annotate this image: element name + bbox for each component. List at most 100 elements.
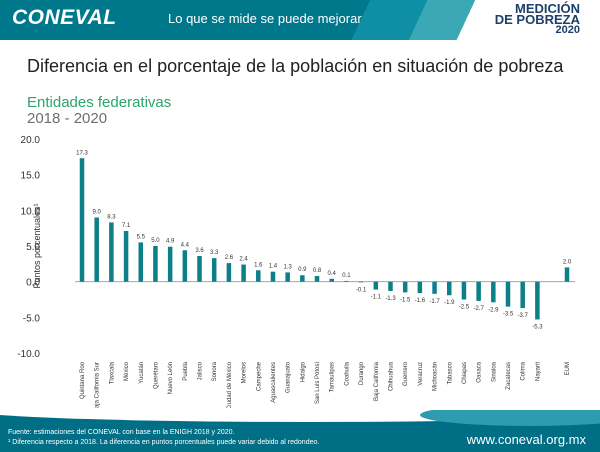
x-tick-label: Morelos: [242, 362, 248, 383]
data-label: 2.0: [563, 259, 572, 265]
data-label: 2.6: [225, 255, 234, 261]
y-axis-title: Puntos porcentuales¹: [32, 203, 42, 288]
data-label: 1.4: [269, 264, 278, 270]
x-tick-label: Sonora: [212, 361, 218, 381]
bar: [138, 242, 144, 282]
bar: [109, 222, 114, 282]
badge-line-2: DE POBREZA: [494, 12, 580, 27]
data-label: 1.3: [283, 264, 292, 270]
bar: [505, 281, 511, 307]
bar: [373, 281, 379, 290]
data-label: 4.4: [181, 242, 190, 248]
bar: [564, 267, 570, 282]
data-label: -1.7: [429, 299, 440, 305]
chart-subtitle: Entidades federativas: [27, 94, 172, 111]
bar: [329, 278, 334, 282]
x-tick-label: Querétaro: [153, 361, 159, 389]
x-tick-label: Michoacán: [433, 362, 439, 391]
bar: [432, 281, 437, 294]
bar: [476, 281, 481, 301]
data-label: -1.1: [371, 295, 382, 301]
x-tick-label: Tlaxcala: [109, 361, 115, 384]
footer-banner: Fuente: estimaciones del CONEVAL con bas…: [0, 410, 600, 452]
chart-period: 2018 - 2020: [27, 110, 108, 127]
bar: [79, 158, 85, 282]
x-tick-label: Guerrero: [403, 361, 409, 386]
chart-title: Diferencia en el porcentaje de la poblac…: [27, 56, 564, 76]
bar: [388, 281, 393, 291]
x-tick-label: Chihuahua: [388, 361, 394, 391]
x-tick-label: Durango: [359, 361, 365, 385]
x-tick-label: Ciudad de México: [227, 361, 233, 408]
bar: [358, 281, 364, 283]
data-label: 5.5: [137, 234, 146, 240]
x-tick-label: Zacatecas: [506, 362, 512, 390]
bar: [344, 280, 349, 282]
data-label: 0.1: [342, 273, 351, 279]
data-label: -1.6: [415, 298, 426, 304]
x-tick-label: Tabasco: [447, 361, 453, 384]
data-label: 1.6: [254, 262, 263, 268]
bar: [520, 281, 525, 309]
bar: [417, 281, 423, 294]
x-tick-label: Veracruz: [418, 362, 424, 386]
bar: [402, 281, 408, 293]
bar: [461, 281, 467, 300]
x-tick-label: Guanajuato: [286, 361, 292, 393]
x-tick-label: EUM: [565, 362, 571, 375]
coneval-logo[interactable]: CONEVAL: [12, 6, 117, 29]
bar: [182, 250, 188, 282]
x-tick-label: Tamaulipas: [330, 362, 336, 392]
x-tick-label: Baja California Sur: [95, 362, 101, 408]
x-tick-label: Baja California: [374, 361, 380, 401]
data-label: 2.4: [239, 257, 248, 263]
x-tick-label: Quintana Roo: [80, 361, 86, 399]
medicion-pobreza-badge: MEDICIÓN DE POBREZA 2020: [494, 1, 580, 36]
x-tick-label: Sinaloa: [491, 361, 497, 382]
x-tick-label: Nayarit: [535, 362, 541, 381]
y-tick-label: -10.0: [17, 349, 40, 360]
data-label: 17.3: [76, 150, 88, 156]
data-label: -3.7: [518, 313, 529, 319]
data-label: 3.3: [210, 250, 219, 256]
y-tick-label: -5.0: [23, 313, 41, 324]
footer-notes: Fuente: estimaciones del CONEVAL con bas…: [8, 428, 319, 448]
bar: [285, 272, 290, 282]
bar-chart: -10.0 -5.0 0.0 5.0 10.0 15.0 20.0 Puntos porcen…: [17, 135, 575, 408]
bar: [211, 258, 217, 282]
bar: [241, 264, 246, 282]
data-label: -0.1: [356, 287, 367, 293]
data-label: -1.9: [444, 300, 455, 306]
footer-source: Fuente: estimaciones del CONEVAL con bas…: [8, 429, 235, 436]
x-tick-label: San Luis Potosí: [315, 362, 321, 404]
bar: [270, 271, 276, 282]
badge-line-1: MEDICIÓN: [515, 1, 580, 16]
y-tick-label: 10.0: [21, 206, 41, 217]
x-tick-label: Hidalgo: [300, 361, 306, 382]
y-tick-label: 0.0: [26, 278, 40, 289]
data-label: 0.9: [298, 267, 307, 273]
data-label: 3.6: [195, 248, 204, 254]
data-label: -3.5: [503, 312, 514, 318]
data-label: -2.5: [459, 305, 470, 311]
bar: [94, 217, 99, 282]
footer-note: ¹ Diferencia respecto a 2018. La diferen…: [8, 439, 320, 446]
x-tick-label: Coahuila: [344, 361, 350, 385]
data-label: -2.7: [473, 306, 484, 312]
data-label: 0.4: [328, 271, 337, 277]
y-tick-label: 5.0: [26, 242, 40, 253]
data-label: 5.0: [151, 238, 160, 244]
bar: [153, 246, 158, 282]
bar: [197, 255, 202, 282]
y-tick-label: 15.0: [21, 171, 41, 182]
x-tick-label: México: [124, 361, 130, 381]
x-tick-label: Aguascalientes: [271, 362, 277, 403]
footer-website-link[interactable]: www.coneval.org.mx: [466, 432, 586, 447]
bar: [167, 246, 173, 282]
x-tick-label: Colima: [521, 361, 527, 380]
data-label: 4.9: [166, 239, 175, 245]
bar: [314, 275, 320, 282]
data-label: 9.0: [93, 209, 102, 215]
header-decoration: [300, 0, 600, 40]
data-label: -2.9: [488, 307, 499, 313]
